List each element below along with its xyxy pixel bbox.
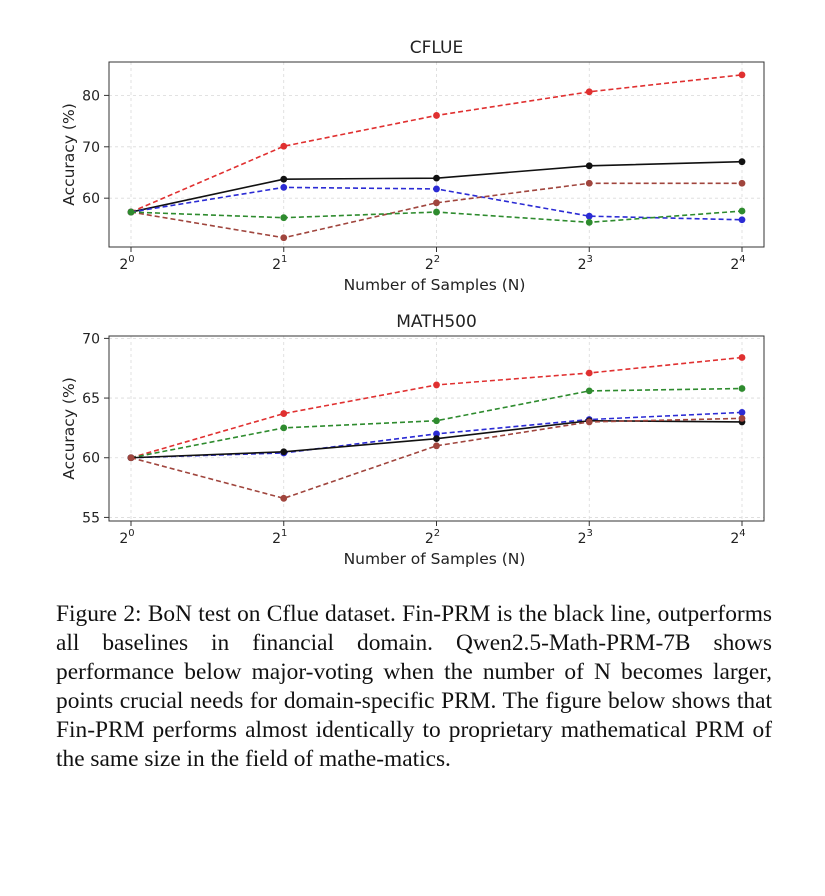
y-tick-label: 70 — [82, 331, 100, 347]
data-point — [280, 183, 288, 191]
data-point — [433, 435, 440, 443]
x-tick-label: 21 — [272, 254, 287, 273]
data-point — [585, 218, 593, 226]
data-point — [585, 88, 593, 96]
x-tick-label: 24 — [730, 528, 745, 547]
x-tick-label: 21 — [272, 528, 287, 547]
data-point — [280, 175, 288, 183]
x-tick-label: 22 — [425, 254, 440, 273]
data-point — [433, 381, 440, 389]
data-point — [280, 494, 288, 502]
x-tick-label: 23 — [578, 254, 593, 273]
y-axis-label: Accuracy (%) — [60, 377, 78, 480]
y-tick-label: 70 — [82, 140, 100, 156]
y-tick-label: 60 — [82, 451, 100, 467]
x-tick-label: 24 — [730, 254, 745, 273]
x-tick-label: 20 — [119, 528, 134, 547]
x-axis-label: Number of Samples (N) — [344, 276, 526, 294]
data-point — [433, 442, 440, 450]
data-point — [738, 158, 746, 166]
data-point — [433, 208, 440, 216]
figure: 60 70 80 20 21 22 23 24 CFLUE Number of Samples (… — [60, 38, 765, 568]
data-point — [585, 212, 593, 220]
y-tick-label: 60 — [82, 191, 100, 207]
data-point — [585, 162, 593, 170]
data-point — [585, 387, 593, 395]
chart-panel-math500: 55 60 65 70 20 21 22 23 24 MATH500 Number of Sampl… — [60, 312, 765, 568]
data-point — [433, 430, 440, 438]
x-tick-label: 23 — [578, 528, 593, 547]
data-point — [738, 414, 746, 422]
data-point — [738, 216, 746, 224]
y-axis-label: Accuracy (%) — [60, 103, 78, 206]
chart-title: CFLUE — [410, 38, 463, 58]
data-point — [280, 142, 288, 150]
figure-caption: Figure 2: BoN test on Cflue dataset. Fin… — [56, 601, 772, 772]
data-point — [127, 454, 135, 462]
data-point — [280, 234, 288, 242]
data-point — [280, 424, 288, 432]
data-point — [433, 199, 440, 207]
chart-panel-cflue: 60 70 80 20 21 22 23 24 CFLUE Number of Samples (… — [60, 38, 765, 294]
data-point — [433, 112, 440, 119]
x-tick-label: 22 — [425, 528, 440, 547]
data-point — [738, 207, 746, 215]
data-point — [738, 385, 746, 392]
x-axis-label: Number of Samples (N) — [344, 550, 526, 568]
series-line — [130, 417, 743, 500]
data-point — [127, 208, 135, 216]
data-point — [433, 417, 440, 425]
x-tick-label: 20 — [119, 254, 134, 273]
data-point — [585, 179, 593, 187]
data-point — [738, 71, 746, 79]
data-point — [280, 214, 288, 222]
y-tick-label: 65 — [82, 391, 100, 407]
data-point — [738, 179, 746, 187]
data-point — [433, 185, 440, 193]
y-tick-label: 80 — [82, 88, 100, 104]
data-point — [433, 174, 440, 182]
data-point — [738, 408, 746, 416]
series-line — [130, 182, 742, 239]
data-point — [280, 448, 288, 456]
data-point — [280, 410, 288, 417]
data-point — [585, 369, 593, 377]
data-point — [585, 418, 593, 426]
y-tick-label: 55 — [82, 510, 100, 526]
data-point — [738, 354, 746, 361]
chart-title: MATH500 — [396, 312, 477, 332]
